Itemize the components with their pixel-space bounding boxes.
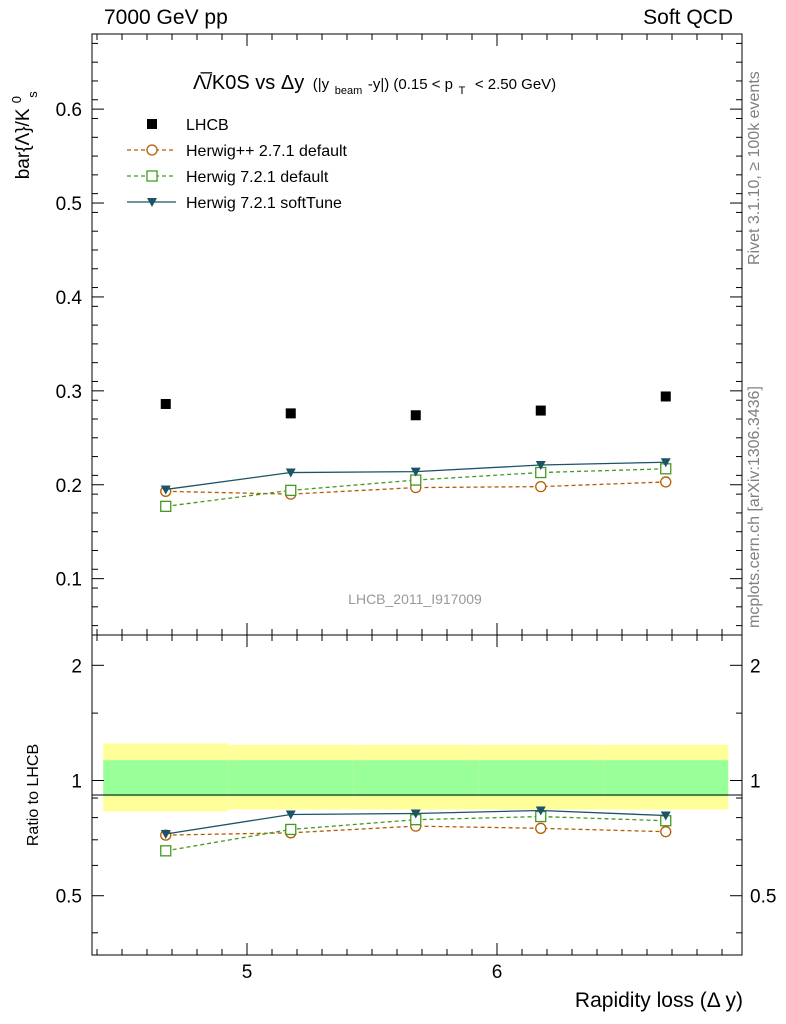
y-tick-label: 0.5 <box>56 194 82 215</box>
point-lhcb <box>160 398 171 409</box>
ratio-y-tick-label-left: 2 <box>71 656 82 677</box>
uncertainty-band-inner <box>603 760 729 797</box>
legend-label-herwig-7-2-1-default: Herwig 7.2.1 default <box>186 169 329 186</box>
point-lhcb <box>535 405 546 416</box>
legend: LHCB Herwig++ 2.7.1 default Herwig 7.2.1 d… <box>127 117 348 212</box>
ratio-y-tick-label-left: 1 <box>71 772 82 793</box>
ratio-point-herwig-2-7-1-default <box>660 826 672 838</box>
ratio-y-tick-label-right: 0.5 <box>750 887 776 908</box>
legend-marker-herwig-2-7-1-default <box>146 144 158 156</box>
x-tick-label: 6 <box>492 962 503 983</box>
ratio-ticks: 0.5 0.5 1 1 2 2 5 6 <box>56 635 776 983</box>
y-tick-label: 0.3 <box>56 382 82 403</box>
ratio-y-tick-label-left: 0.5 <box>56 887 82 908</box>
ylabel-sub: s <box>25 91 40 98</box>
uncertainty-band-inner <box>228 760 354 797</box>
legend-marker-herwig-7-2-1-softtune <box>147 198 157 207</box>
ratio-point-herwig-7-2-1-softtune <box>535 806 546 816</box>
title-tail: < 2.50 GeV) <box>475 76 556 93</box>
rivet-version-label: Rivet 3.1.10, ≥ 100k events <box>746 71 763 265</box>
ratio-bands <box>103 743 729 812</box>
plot-title: Λ̅/K0S vs Δy (|y beam -y|) (0.15 < p T <… <box>193 71 556 99</box>
ratio-point-herwig-7-2-1-softtune <box>660 811 671 821</box>
legend-label-herwig-2-7-1-default: Herwig++ 2.7.1 default <box>186 143 348 160</box>
source-label: mcplots.cern.ch [arXiv:1306.3436] <box>746 386 763 628</box>
y-tick-label: 0.6 <box>56 100 82 121</box>
legend-marker-lhcb <box>147 119 157 129</box>
ratio-point-herwig-7-2-1-softtune <box>160 829 171 839</box>
point-herwig-7-2-1-softtune <box>535 461 546 471</box>
main-marks <box>160 391 672 512</box>
point-lhcb <box>410 410 421 421</box>
ratio-y-tick-label-right: 1 <box>750 772 761 793</box>
legend-marker-herwig-7-2-1-default <box>146 170 158 182</box>
ratio-point-herwig-7-2-1-softtune <box>285 810 296 820</box>
title-main: Λ̅/K0S vs Δy <box>193 71 304 94</box>
point-herwig-2-7-1-default <box>535 480 547 493</box>
title-sub-t: T <box>459 85 466 97</box>
main-plot: 0.1 0.2 0.3 0.4 0.5 0.6 LHCB Herwig++ 2.7.1 de… <box>5 33 743 636</box>
y-tick-label: 0.4 <box>56 288 83 309</box>
ylabel-sup: 0 <box>9 96 24 103</box>
legend-label-lhcb: LHCB <box>186 117 229 134</box>
point-herwig-7-2-1-softtune <box>285 468 296 478</box>
ratio-y-axis-label: Ratio to LHCB <box>25 744 42 846</box>
uncertainty-band-inner <box>353 760 479 797</box>
title-sub-beam: beam <box>335 85 363 97</box>
ratio-point-herwig-7-2-1-default <box>285 823 297 836</box>
ratio-plot: 0.5 0.5 1 1 2 2 5 6 Ratio to LHCB Rapidity loss… <box>25 634 776 1012</box>
main-ticks: 0.1 0.2 0.3 0.4 0.5 0.6 <box>56 34 742 635</box>
y-tick-label: 0.2 <box>56 476 82 497</box>
x-axis-label: Rapidity loss (Δ y) <box>575 989 743 1012</box>
ratio-line-herwig-2-7-1-default <box>165 825 666 836</box>
title-paren: (|y <box>313 76 330 93</box>
title-mid: -y|) (0.15 < p <box>368 76 453 93</box>
point-lhcb <box>285 408 296 419</box>
y-tick-label: 0.1 <box>56 570 82 591</box>
y-axis-label: bar{Λ}/K 0 s <box>5 91 40 180</box>
point-herwig-7-2-1-default <box>160 500 172 512</box>
series-line-herwig-2-7-1-default <box>165 481 666 495</box>
point-herwig-7-2-1-softtune <box>410 467 421 477</box>
legend-label-herwig-7-2-1-softtune: Herwig 7.2.1 softTune <box>186 195 342 212</box>
ratio-plot-frame <box>91 634 743 956</box>
analysis-watermark: LHCB_2011_I917009 <box>348 591 482 607</box>
uncertainty-band-inner <box>103 760 229 797</box>
point-herwig-2-7-1-default <box>660 476 672 488</box>
point-herwig-7-2-1-softtune <box>160 485 171 495</box>
ratio-y-tick-label-right: 2 <box>750 656 761 677</box>
ratio-point-herwig-7-2-1-softtune <box>410 809 421 819</box>
point-lhcb <box>660 391 671 402</box>
point-herwig-7-2-1-default <box>285 484 297 497</box>
header-left: 7000 GeV pp <box>104 6 228 29</box>
point-herwig-7-2-1-softtune <box>660 458 671 468</box>
ratio-point-herwig-2-7-1-default <box>535 822 547 834</box>
x-tick-label: 5 <box>242 962 253 983</box>
ratio-point-herwig-7-2-1-default <box>160 845 172 857</box>
ratio-marks <box>160 806 672 857</box>
ylabel-main: bar{Λ}/K <box>13 108 34 179</box>
header-right: Soft QCD <box>643 6 733 29</box>
uncertainty-band-inner <box>478 760 604 797</box>
series-line-herwig-7-2-1-default <box>165 468 666 507</box>
